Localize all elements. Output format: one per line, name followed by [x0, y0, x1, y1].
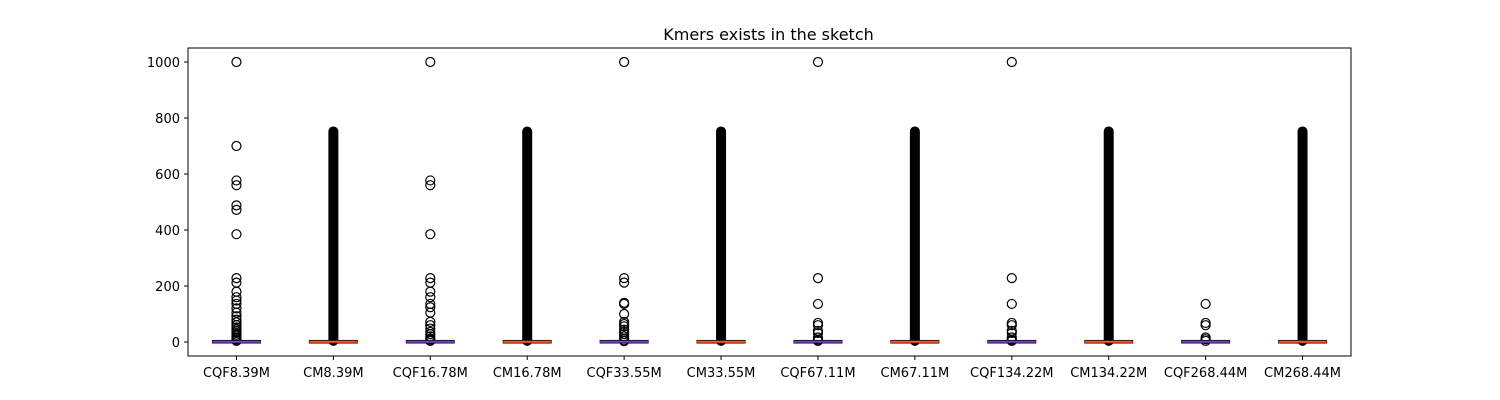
outlier-point	[231, 140, 242, 152]
outlier-point	[231, 295, 242, 306]
outlier-column	[1103, 126, 1114, 346]
chart-title: Kmers exists in the sketch	[663, 25, 874, 44]
box-group	[1278, 126, 1328, 346]
x-tick-label: CM33.55M	[687, 366, 756, 381]
outlier-point	[231, 303, 242, 314]
x-tick-label: CM67.11M	[881, 366, 950, 381]
x-tick-label: CQF134.22M	[970, 366, 1054, 381]
chart-axes: CQF8.39M CM8.39M CQF16.78M CM16.78M CQF33.55…	[147, 56, 1341, 381]
y-tick-label: 200	[155, 280, 180, 295]
outlier-point	[812, 56, 824, 68]
box-group	[1181, 298, 1231, 346]
outlier-point	[425, 56, 436, 68]
outlier-point	[231, 292, 242, 303]
outlier-point	[231, 314, 242, 325]
outlier-point	[425, 316, 436, 327]
x-tick-label: CQF268.44M	[1164, 366, 1248, 381]
outlier-point	[425, 323, 436, 334]
box-group	[599, 56, 649, 347]
x-tick-label: CM16.78M	[493, 366, 562, 381]
outlier-column	[909, 126, 920, 346]
outlier-point	[231, 273, 242, 284]
outlier-point	[231, 180, 242, 191]
y-tick-label: 600	[155, 168, 180, 183]
outlier-point	[231, 175, 242, 186]
outlier-point	[425, 292, 436, 303]
outlier-point	[1200, 320, 1211, 331]
box-group	[696, 126, 746, 346]
x-tick-label: CM134.22M	[1070, 366, 1147, 381]
outlier-point	[1006, 320, 1017, 331]
outlier-point	[619, 273, 630, 284]
outlier-point	[619, 308, 630, 320]
outlier-point	[619, 298, 630, 310]
outlier-point	[1200, 317, 1211, 329]
outlier-point	[1006, 298, 1017, 310]
outlier-point	[425, 302, 436, 313]
outlier-point	[812, 273, 824, 284]
outlier-point	[425, 286, 436, 297]
outlier-point	[231, 307, 242, 318]
outlier-point	[1006, 273, 1017, 284]
x-tick-label: CQF16.78M	[393, 366, 468, 381]
outlier-point	[812, 320, 824, 331]
x-tick-label: CQF33.55M	[587, 366, 662, 381]
outlier-point	[231, 200, 242, 211]
outlier-column	[328, 126, 339, 346]
outlier-point	[1006, 327, 1017, 339]
y-tick-label: 1000	[147, 56, 180, 71]
outlier-point	[231, 229, 242, 240]
outlier-column	[1297, 126, 1308, 346]
outlier-point	[425, 273, 436, 284]
outlier-point	[812, 298, 824, 310]
y-tick-label: 0	[172, 336, 180, 351]
x-tick-label: CQF67.11M	[780, 366, 855, 381]
outlier-point	[425, 175, 436, 186]
y-tick-label: 400	[155, 224, 180, 239]
box-group	[405, 56, 455, 346]
x-tick-label: CQF8.39M	[203, 366, 270, 381]
outlier-point	[425, 229, 436, 240]
outlier-point	[231, 56, 242, 68]
y-tick-label: 800	[155, 112, 180, 127]
chart-marks	[211, 56, 1328, 347]
outlier-point	[619, 277, 630, 288]
box-group	[1084, 126, 1134, 346]
outlier-point	[425, 180, 436, 191]
outlier-point	[812, 327, 824, 339]
outlier-point	[425, 307, 436, 318]
box-group	[502, 126, 552, 346]
box-group	[793, 56, 843, 346]
x-tick-label: CM268.44M	[1264, 366, 1341, 381]
plot-frame	[187, 47, 1352, 357]
box-group	[308, 126, 358, 346]
box-group	[211, 56, 261, 346]
outlier-column	[716, 126, 727, 346]
outlier-point	[1200, 298, 1211, 310]
outlier-point	[231, 204, 242, 215]
x-tick-label: CM8.39M	[303, 366, 363, 381]
box-group	[987, 56, 1037, 346]
outlier-point	[619, 321, 630, 332]
box-group	[890, 126, 940, 346]
outlier-point	[1006, 56, 1017, 68]
outlier-point	[619, 56, 630, 68]
outlier-column	[522, 126, 533, 346]
